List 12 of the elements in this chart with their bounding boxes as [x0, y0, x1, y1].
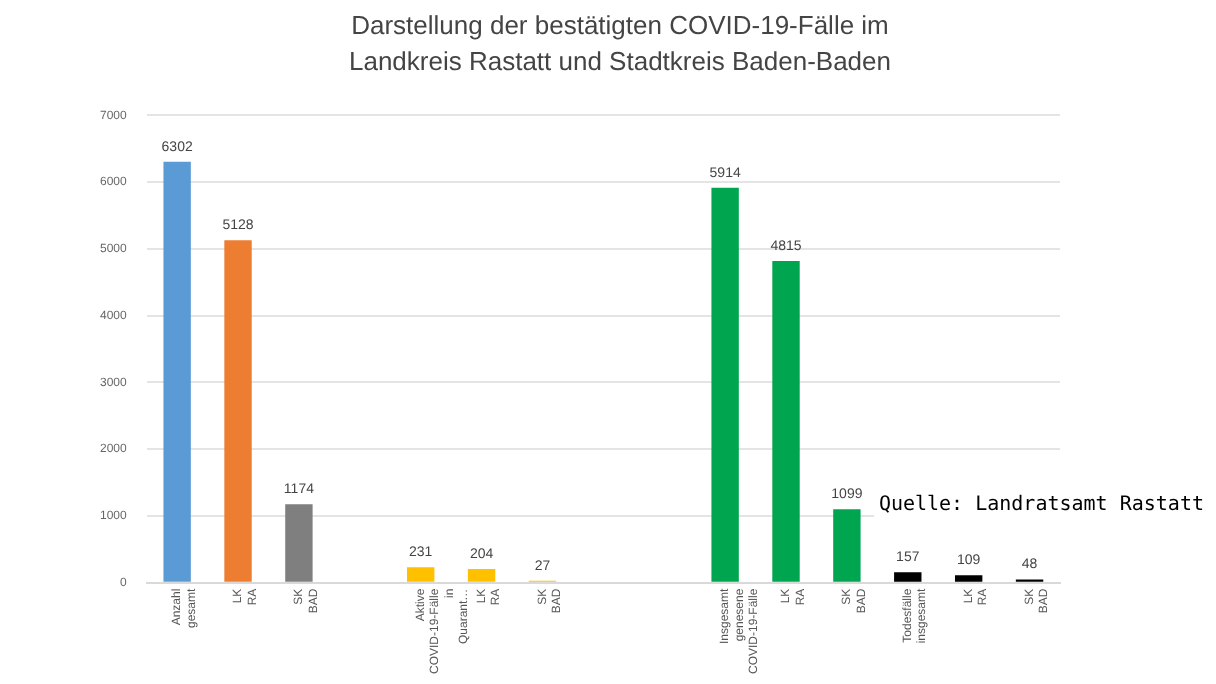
bar	[285, 504, 313, 582]
bar	[467, 569, 496, 582]
bar	[954, 575, 983, 582]
bar	[833, 509, 861, 582]
bar	[406, 567, 435, 582]
chart-title: Darstellung der bestätigten COVID-19-Fälle im Landkreis Rastatt und Stadtkreis Baden-Baden	[346, 8, 893, 80]
bar	[772, 261, 800, 582]
bar	[163, 161, 191, 582]
bar	[894, 572, 922, 582]
bar	[711, 187, 739, 582]
bar	[224, 240, 252, 582]
annotation: Quelle: Landratsamt Rastatt	[878, 494, 1204, 516]
